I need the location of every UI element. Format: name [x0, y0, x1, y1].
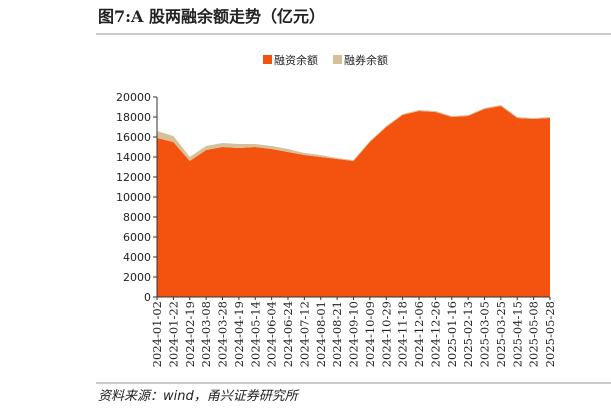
- x-tick-label: 2025-04-15: [510, 301, 524, 367]
- x-tick-label: 2024-09-10: [347, 301, 361, 367]
- x-tick-label: 2024-07-12: [297, 301, 311, 367]
- x-tick-label: 2025-01-16: [445, 301, 459, 367]
- x-tick-label: 2024-10-29: [379, 301, 393, 367]
- y-tick-label: 6000: [123, 231, 151, 244]
- area: [157, 106, 550, 297]
- y-tick-label: 10000: [116, 191, 151, 204]
- y-tick-label: 20000: [116, 91, 151, 104]
- x-tick-label: 2024-03-28: [216, 301, 230, 367]
- x-tick-label: 2024-01-22: [166, 301, 180, 367]
- x-tick-label: 2024-10-09: [363, 301, 377, 367]
- x-tick-label: 2024-12-26: [428, 301, 442, 367]
- legend-swatch: [263, 55, 272, 64]
- x-tick-label: 2024-01-02: [150, 301, 164, 367]
- x-tick-label: 2024-06-24: [281, 301, 295, 367]
- x-tick-label: 2024-05-14: [248, 301, 262, 367]
- source-note: 资料来源：wind，甬兴证券研究所: [98, 388, 300, 404]
- x-tick-label: 2025-02-13: [461, 301, 475, 367]
- y-tick-label: 18000: [116, 111, 151, 124]
- x-tick-label: 2024-08-01: [314, 301, 328, 367]
- x-tick-label: 2024-11-18: [396, 301, 410, 367]
- y-tick-label: 2000: [123, 271, 151, 284]
- y-tick-label: 8000: [123, 211, 151, 224]
- y-tick-label: 14000: [116, 151, 151, 164]
- y-tick-label: 4000: [123, 251, 151, 264]
- x-tick-label: 2024-06-04: [265, 301, 279, 367]
- legend-label: 融资余额: [274, 53, 318, 67]
- x-tick-label: 2024-04-19: [232, 301, 246, 367]
- legend-swatch: [333, 55, 342, 64]
- x-tick-label: 2024-02-19: [183, 301, 197, 367]
- area: [157, 105, 550, 161]
- x-tick-label: 2025-05-28: [543, 301, 557, 367]
- legend-label: 融券余额: [344, 53, 388, 67]
- x-tick-label: 2025-05-08: [527, 301, 541, 367]
- y-tick-label: 0: [144, 291, 151, 304]
- x-tick-label: 2025-03-25: [494, 301, 508, 367]
- x-tick-label: 2024-03-08: [199, 301, 213, 367]
- y-tick-label: 16000: [116, 131, 151, 144]
- x-tick-label: 2024-12-06: [412, 301, 426, 367]
- x-tick-label: 2025-03-05: [478, 301, 492, 367]
- y-tick-label: 12000: [116, 171, 151, 184]
- chart-title: 图7:A 股两融余额走势（亿元）: [98, 7, 325, 26]
- x-tick-label: 2024-08-21: [330, 301, 344, 367]
